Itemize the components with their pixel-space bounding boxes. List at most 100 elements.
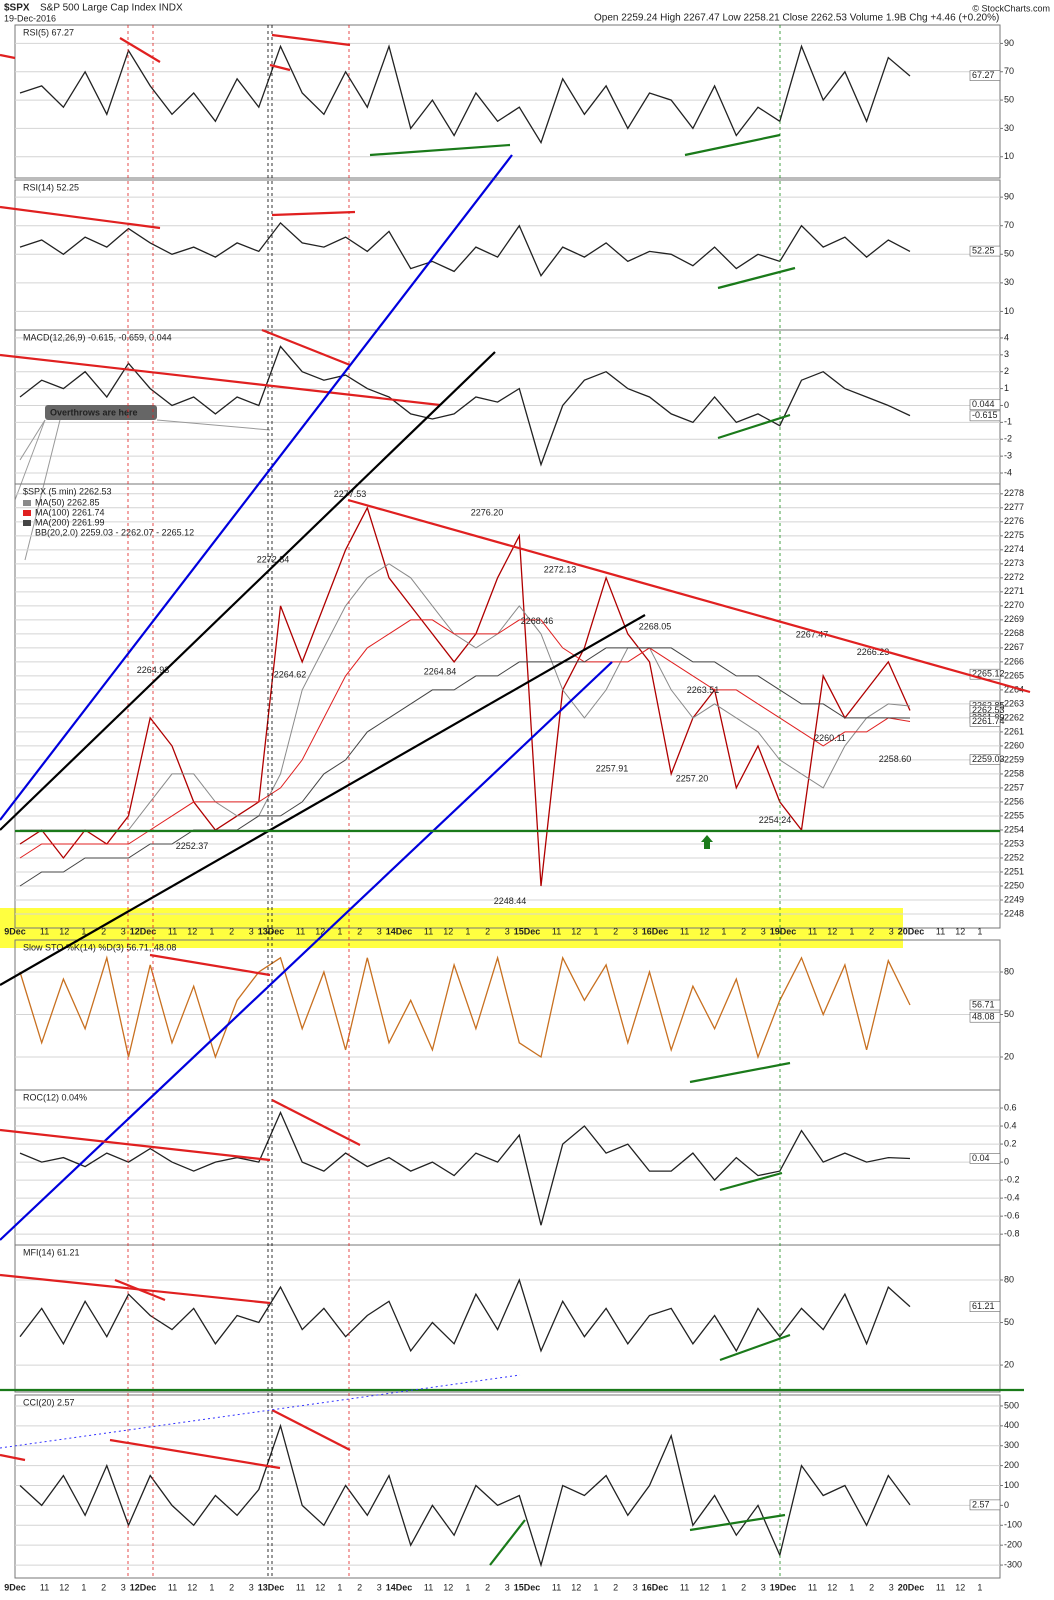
last-value-label: 2265.12 bbox=[972, 669, 1005, 679]
x-tick-label: 3 bbox=[377, 926, 382, 936]
price-annotation: 2263.51 bbox=[687, 685, 720, 695]
price-annotation: 2258.60 bbox=[879, 754, 912, 764]
y-tick-label: 2256 bbox=[1004, 796, 1024, 806]
x-tick-label: 11 bbox=[552, 926, 561, 936]
y-tick-label: 2252 bbox=[1004, 852, 1024, 862]
x-tick-label: 2 bbox=[357, 1582, 362, 1592]
x-tick-label: 12 bbox=[827, 926, 837, 936]
x-tick-label: 11 bbox=[40, 1582, 49, 1592]
trendline bbox=[271, 33, 351, 47]
y-tick-label: 2276 bbox=[1004, 516, 1024, 526]
trendline bbox=[0, 205, 161, 230]
y-tick-label: 50 bbox=[1004, 94, 1014, 104]
y-tick-label: 50 bbox=[1004, 1317, 1014, 1327]
y-tick-label: 3 bbox=[1004, 349, 1009, 359]
y-tick-label: -0.8 bbox=[1004, 1229, 1020, 1239]
trendline bbox=[0, 154, 513, 821]
y-tick-label: -0.4 bbox=[1004, 1193, 1020, 1203]
trendline bbox=[271, 1409, 351, 1451]
last-value-label: 67.27 bbox=[972, 70, 995, 80]
y-tick-label: 90 bbox=[1004, 38, 1014, 48]
legend-entry: MA(50) 2262.85 bbox=[35, 497, 100, 507]
x-tick-label: 12Dec bbox=[130, 926, 157, 936]
y-tick-label: 0.6 bbox=[1004, 1102, 1017, 1112]
trendline bbox=[271, 1099, 361, 1146]
legend-swatch bbox=[23, 500, 31, 506]
y-tick-label: 1 bbox=[1004, 383, 1009, 393]
x-tick-label: 3 bbox=[505, 926, 510, 936]
y-tick-label: 2262 bbox=[1004, 712, 1024, 722]
x-tick-label: 12 bbox=[187, 926, 197, 936]
trendline bbox=[0, 353, 441, 407]
x-tick-label: 13Dec bbox=[258, 1582, 285, 1592]
series-line bbox=[19, 955, 911, 1060]
price-annotation: 2268.05 bbox=[639, 622, 672, 632]
y-tick-label: -300 bbox=[1004, 1559, 1022, 1569]
last-value-badge bbox=[969, 70, 1001, 81]
y-tick-label: 2271 bbox=[1004, 586, 1024, 596]
y-tick-label: 300 bbox=[1004, 1440, 1019, 1450]
x-tick-label: 11 bbox=[808, 926, 817, 936]
trendline bbox=[0, 1128, 271, 1162]
x-tick-label: 12Dec bbox=[130, 1582, 157, 1592]
legend-entry: MA(200) 2261.99 bbox=[35, 517, 105, 527]
y-tick-label: 2260 bbox=[1004, 740, 1024, 750]
y-tick-label: -4 bbox=[1004, 467, 1012, 477]
trendline bbox=[0, 53, 16, 60]
series-line bbox=[19, 647, 911, 887]
last-value-badge bbox=[969, 1011, 1001, 1023]
legend-swatch bbox=[23, 510, 31, 516]
trendline bbox=[719, 1333, 791, 1362]
x-tick-label: 12 bbox=[315, 1582, 325, 1592]
last-value-label: 48.08 bbox=[972, 1012, 995, 1022]
last-value-label: 56.71 bbox=[972, 999, 995, 1009]
trendline bbox=[719, 1171, 783, 1192]
y-tick-label: 2275 bbox=[1004, 530, 1024, 540]
y-tick-label: 70 bbox=[1004, 66, 1014, 76]
series-line bbox=[20, 563, 911, 831]
last-value-label: 52.25 bbox=[972, 245, 995, 255]
x-tick-label: 20Dec bbox=[898, 1582, 925, 1592]
y-tick-label: 20 bbox=[1004, 1359, 1014, 1369]
x-tick-label: 12 bbox=[187, 1582, 197, 1592]
x-tick-label: 2 bbox=[741, 926, 746, 936]
y-tick-label: -200 bbox=[1004, 1540, 1022, 1550]
x-tick-label: 12 bbox=[571, 926, 581, 936]
x-tick-label: 20Dec bbox=[898, 926, 925, 936]
series-line bbox=[19, 1423, 911, 1568]
x-tick-label: 12 bbox=[443, 926, 453, 936]
trendline bbox=[119, 37, 161, 63]
y-tick-label: 20 bbox=[1004, 1051, 1014, 1061]
y-tick-label: 50 bbox=[1004, 249, 1014, 259]
y-tick-label: 2263 bbox=[1004, 698, 1024, 708]
x-tick-label: 11 bbox=[680, 1582, 689, 1592]
y-tick-label: 2248 bbox=[1004, 908, 1024, 918]
y-tick-label: 0.2 bbox=[1004, 1138, 1017, 1148]
legend-swatch bbox=[23, 520, 31, 526]
last-value-badge bbox=[969, 999, 1001, 1011]
y-tick-label: 0 bbox=[1004, 1500, 1009, 1510]
price-annotation: 2276.20 bbox=[471, 507, 504, 517]
y-tick-label: 2278 bbox=[1004, 488, 1024, 498]
y-tick-label: 0.4 bbox=[1004, 1120, 1017, 1130]
price-annotation: 2267.47 bbox=[796, 630, 829, 640]
price-annotation: 2272.84 bbox=[257, 554, 290, 564]
x-tick-label: 12 bbox=[955, 1582, 965, 1592]
panel-title: $SPX (5 min) 2262.53 bbox=[23, 486, 112, 496]
y-tick-label: -100 bbox=[1004, 1520, 1022, 1530]
x-tick-label: 2 bbox=[485, 1582, 490, 1592]
x-tick-label: 3 bbox=[889, 1582, 894, 1592]
last-value-label: 2.57 bbox=[972, 1499, 990, 1509]
last-value-label: -0.615 bbox=[972, 410, 998, 420]
trendline bbox=[684, 133, 781, 157]
y-tick-label: 2251 bbox=[1004, 866, 1024, 876]
price-annotation: 2257.20 bbox=[676, 774, 709, 784]
panel-title: ROC(12) 0.04% bbox=[23, 1092, 87, 1102]
x-tick-label: 12 bbox=[315, 926, 325, 936]
last-value-label: 61.21 bbox=[972, 1301, 995, 1311]
x-tick-label: 1 bbox=[593, 926, 598, 936]
y-tick-label: 2272 bbox=[1004, 572, 1024, 582]
x-tick-label: 3 bbox=[121, 1582, 126, 1592]
x-tick-label: 3 bbox=[377, 1582, 382, 1592]
